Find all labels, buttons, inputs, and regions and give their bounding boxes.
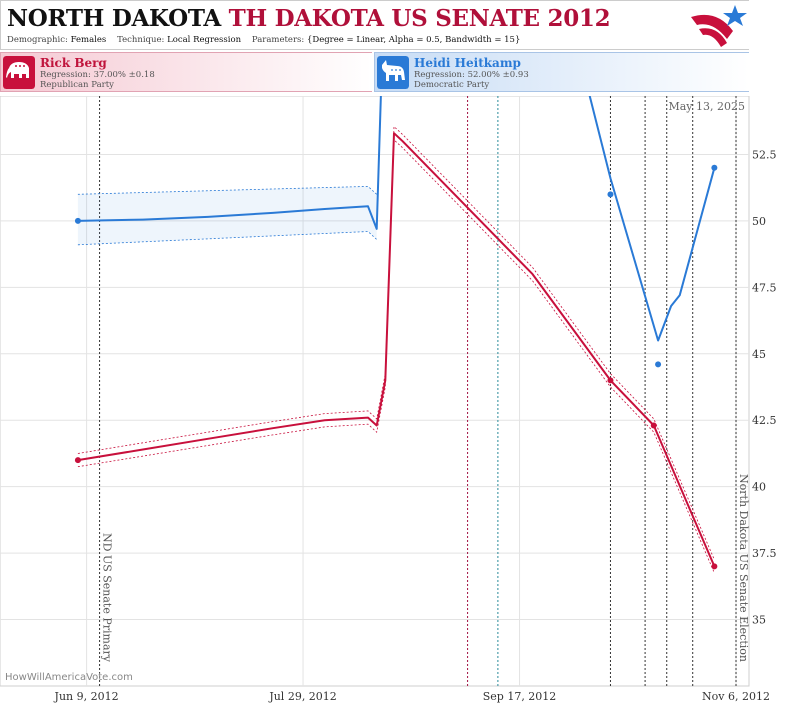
rick-berg-point [650, 422, 657, 429]
x-tick-label: Jul 29, 2012 [268, 690, 337, 703]
parameters-line: Demographic: Females Technique: Local Re… [7, 35, 520, 45]
watermark: HowWillAmericaVote.com [5, 672, 133, 683]
candidate-card-democrat: Heidi Heitkamp Regression: 52.00% ±0.93 … [374, 52, 749, 92]
republican-elephant-icon [3, 56, 35, 89]
rick-berg-band-lower [77, 139, 715, 574]
event-label: ND US Senate Primary [101, 533, 114, 663]
candidate-party: Democratic Party [414, 80, 490, 90]
democrat-donkey-icon [377, 56, 409, 89]
rick-berg-point [74, 457, 81, 464]
y-tick-label: 40 [752, 481, 766, 494]
chart-header: NORTH DAKOTA TH DAKOTA US SENATE 2012 De… [0, 0, 749, 50]
x-tick-label: Jun 9, 2012 [54, 690, 119, 703]
candidate-regression: Regression: 52.00% ±0.93 [414, 70, 529, 80]
plot-area [0, 96, 750, 687]
technique-value: Local Regression [167, 35, 242, 45]
candidate-party: Republican Party [40, 80, 114, 90]
y-tick-label: 35 [752, 614, 766, 627]
demographic-label: Demographic: [7, 35, 68, 45]
y-tick-label: 42.5 [752, 414, 777, 427]
x-tick-label: Sep 17, 2012 [483, 690, 557, 703]
heidi-heitkamp-point [655, 361, 662, 368]
heidi-heitkamp-band-upper [77, 185, 377, 195]
date-label: May 13, 2025 [668, 100, 745, 113]
candidate-name: Rick Berg [40, 56, 107, 70]
state-title: NORTH DAKOTA [7, 5, 221, 32]
y-tick-label: 52.5 [752, 148, 777, 161]
heidi-heitkamp-band-lower [77, 231, 377, 246]
heidi-heitkamp-point [607, 191, 614, 198]
candidate-regression: Regression: 37.00% ±0.18 [40, 70, 155, 80]
regression-chart: 35 37.5 40 42.5 45 47.5 50 52.5 Jun 9, 2012 Jul 2… [0, 96, 777, 703]
y-tick-label: 50 [752, 215, 766, 228]
y-tick-label: 47.5 [752, 281, 777, 294]
x-tick-label: Nov 6, 2012 [702, 690, 770, 703]
heidi-heitkamp-regression-line [77, 96, 716, 342]
demographic-value: Females [70, 35, 107, 45]
candidate-name: Heidi Heitkamp [414, 56, 521, 70]
event-label: North Dakota US Senate Election [737, 474, 750, 662]
candidate-card-republican: Rick Berg Regression: 37.00% ±0.18 Repub… [0, 52, 372, 92]
parameters-label: Parameters: [251, 35, 305, 45]
heidi-heitkamp-point [74, 217, 81, 224]
technique-label: Technique: [117, 35, 165, 45]
rick-berg-band-upper [77, 125, 715, 560]
site-logo [691, 5, 747, 47]
parameters-value: {Degree = Linear, Alpha = 0.5, Bandwidth… [306, 35, 521, 45]
page-title: NORTH DAKOTA TH DAKOTA US SENATE 2012 [7, 5, 611, 32]
heidi-heitkamp-point [711, 164, 718, 171]
y-tick-label: 37.5 [752, 547, 777, 560]
rick-berg-regression-line [77, 132, 716, 567]
race-title: TH DAKOTA US SENATE 2012 [228, 5, 611, 32]
rick-berg-point [607, 377, 614, 384]
rick-berg-point [711, 563, 718, 570]
y-tick-label: 45 [752, 348, 766, 361]
